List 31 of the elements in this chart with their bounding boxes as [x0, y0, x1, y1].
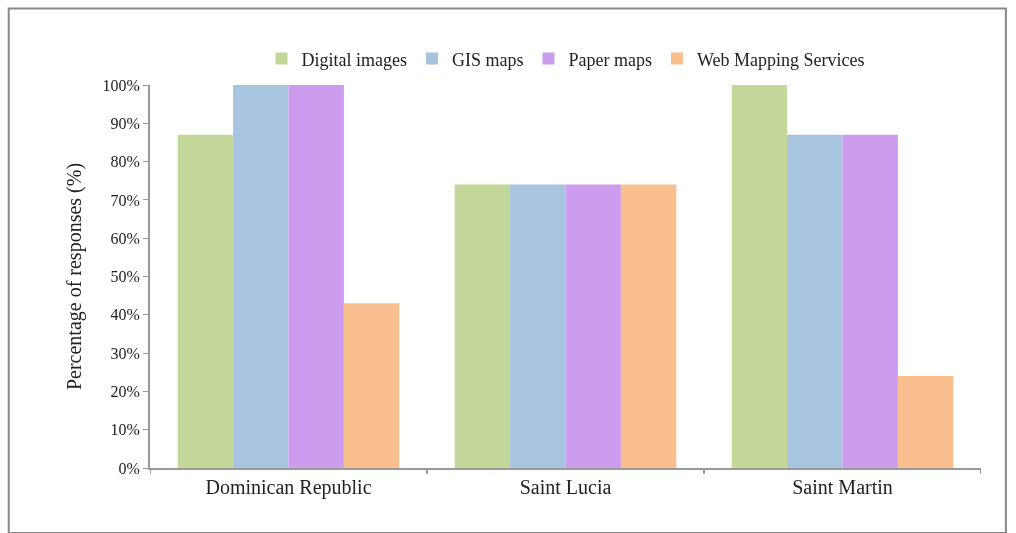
y-tick-label: 30% — [110, 344, 140, 362]
bar — [343, 303, 400, 468]
bar — [620, 184, 677, 468]
y-tick-label: 0% — [118, 459, 140, 477]
bar — [454, 184, 511, 468]
bar — [731, 85, 788, 468]
legend-label: GIS maps — [451, 49, 524, 70]
y-tick-label: 80% — [110, 153, 140, 171]
y-tick-label: 20% — [110, 383, 140, 400]
y-tick-label: 60% — [110, 229, 140, 247]
x-tick-label: Saint Martin — [792, 476, 893, 498]
bar — [787, 134, 843, 468]
x-tick-label: Dominican Republic — [205, 476, 372, 499]
y-tick-label: 90% — [110, 114, 140, 132]
bar — [565, 184, 621, 468]
y-tick-label: 50% — [110, 268, 140, 286]
y-axis-title: Percentage of responses (%) — [63, 162, 87, 391]
y-tick-label: 40% — [110, 306, 140, 324]
bar — [288, 85, 344, 468]
x-tick-label: Saint Lucia — [519, 476, 612, 498]
bar — [842, 134, 898, 468]
y-tick-label: 70% — [110, 191, 140, 209]
bar — [510, 184, 566, 468]
legend-label: Web Mapping Services — [696, 49, 865, 70]
bar — [897, 376, 954, 468]
bar — [177, 134, 234, 468]
y-tick-label: 100% — [102, 76, 140, 94]
bar — [233, 85, 289, 468]
legend-label: Paper maps — [568, 49, 652, 70]
legend-label: Digital images — [301, 49, 407, 70]
y-tick-label: 10% — [110, 421, 140, 439]
